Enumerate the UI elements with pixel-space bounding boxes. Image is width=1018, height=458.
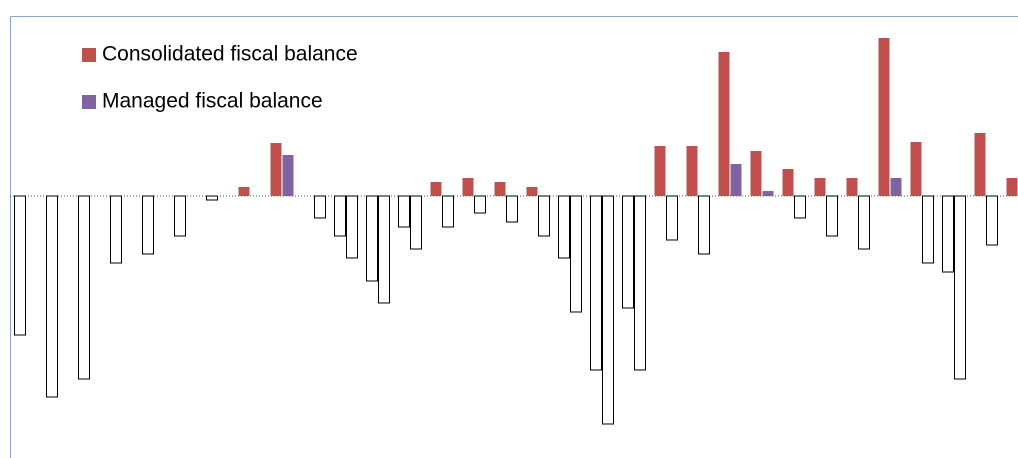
bar bbox=[922, 195, 934, 264]
bar bbox=[1006, 178, 1018, 196]
bar bbox=[666, 195, 678, 241]
bar bbox=[442, 195, 454, 228]
bar bbox=[282, 155, 294, 196]
bar bbox=[238, 187, 250, 196]
bar bbox=[858, 195, 870, 250]
bar bbox=[762, 191, 774, 196]
bar bbox=[142, 195, 154, 255]
bar bbox=[910, 142, 922, 196]
legend-label: Consolidated fiscal balance bbox=[102, 43, 358, 66]
bar bbox=[718, 52, 730, 196]
bar bbox=[270, 143, 282, 196]
bar bbox=[174, 195, 186, 237]
bar bbox=[462, 178, 474, 196]
legend-label: Managed fiscal balance bbox=[102, 90, 323, 113]
bar bbox=[78, 195, 90, 380]
bar bbox=[974, 133, 986, 196]
bar bbox=[590, 195, 602, 371]
bar bbox=[206, 195, 218, 201]
bar bbox=[366, 195, 378, 282]
bar bbox=[378, 195, 390, 304]
bar bbox=[846, 178, 858, 196]
bar bbox=[314, 195, 326, 219]
bar bbox=[954, 195, 966, 380]
bar bbox=[506, 195, 518, 223]
bar bbox=[494, 182, 506, 196]
bar bbox=[622, 195, 634, 309]
bar bbox=[110, 195, 122, 264]
bar bbox=[602, 195, 614, 425]
legend-swatch bbox=[82, 48, 96, 62]
bar bbox=[794, 195, 806, 219]
bar bbox=[570, 195, 582, 313]
bar bbox=[14, 195, 26, 336]
bar bbox=[814, 178, 826, 196]
bar bbox=[474, 195, 486, 214]
bar bbox=[398, 195, 410, 228]
legend-swatch bbox=[82, 95, 96, 109]
bar bbox=[826, 195, 838, 237]
bar bbox=[986, 195, 998, 246]
bar bbox=[698, 195, 710, 255]
bar bbox=[686, 146, 698, 196]
bar bbox=[334, 195, 346, 237]
bar bbox=[654, 146, 666, 196]
bar bbox=[750, 151, 762, 196]
bar bbox=[942, 195, 954, 273]
bar bbox=[558, 195, 570, 259]
bar bbox=[634, 195, 646, 371]
bar bbox=[410, 195, 422, 250]
bar bbox=[890, 178, 902, 196]
bar bbox=[730, 164, 742, 196]
bar bbox=[346, 195, 358, 259]
bar bbox=[782, 169, 794, 196]
bar bbox=[46, 195, 58, 398]
bar bbox=[526, 187, 538, 196]
bar bbox=[430, 182, 442, 196]
bar bbox=[878, 38, 890, 196]
bar bbox=[538, 195, 550, 237]
